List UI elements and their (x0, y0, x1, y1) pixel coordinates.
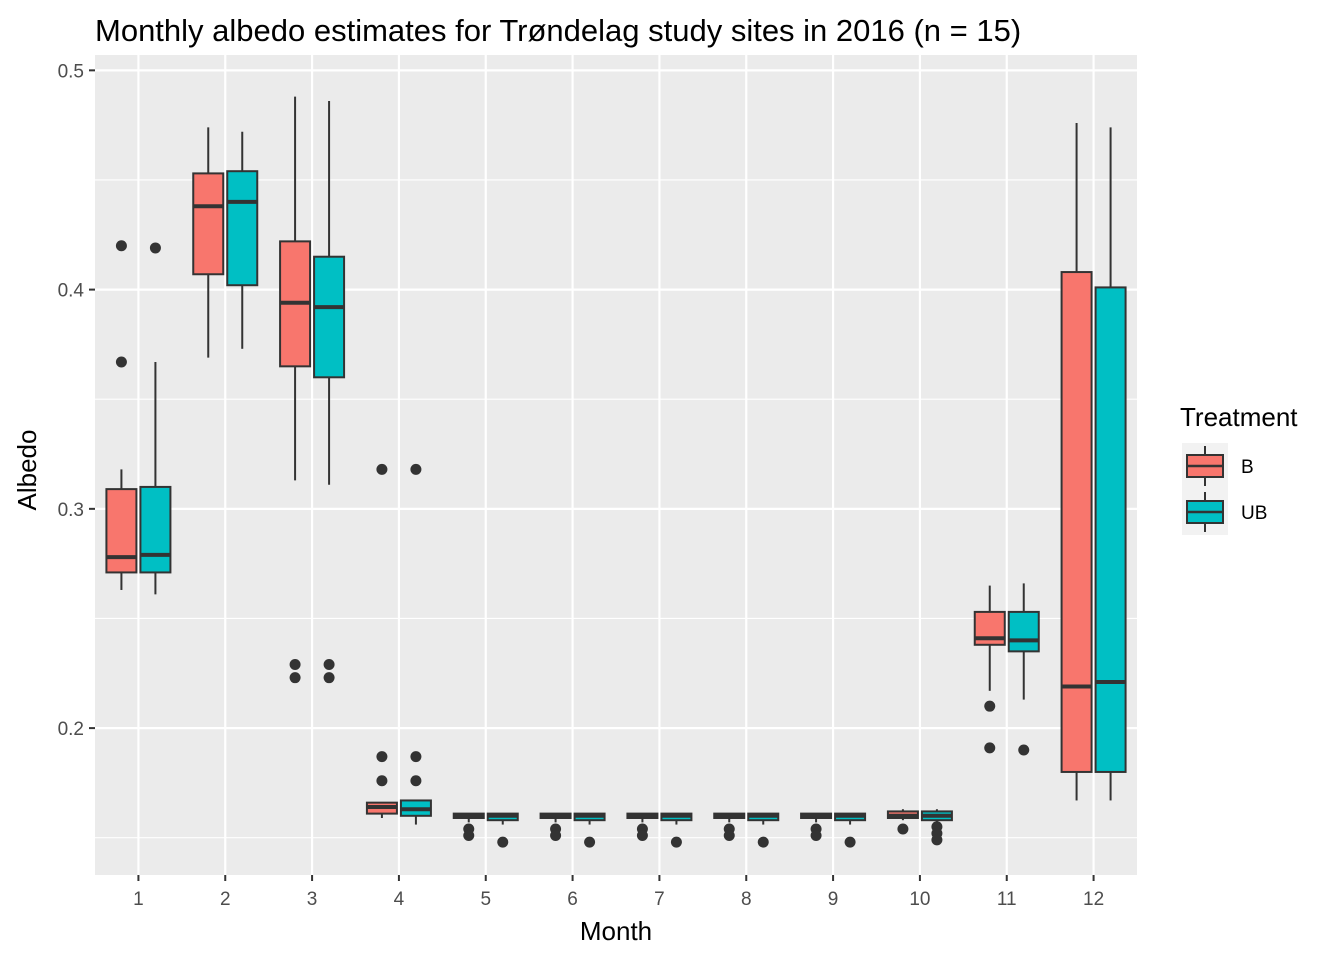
box-B-month-8 (713, 812, 746, 842)
x-tick-label: 1 (133, 889, 144, 910)
box-B-month-9 (800, 812, 833, 842)
x-tick-label: 7 (654, 889, 665, 910)
outlier-point (931, 834, 943, 846)
y-tick-label: 0.4 (58, 281, 85, 302)
legend-keys: B UB (1182, 443, 1267, 535)
outlier-point (984, 700, 996, 712)
box-iqr (313, 255, 346, 379)
box-layer (105, 96, 1127, 848)
legend-label-B: B (1241, 457, 1254, 478)
box-iqr (1060, 271, 1093, 773)
box-B-month-11 (973, 585, 1006, 754)
x-tick-label: 11 (997, 889, 1017, 910)
outlier-point (584, 836, 596, 848)
box-UB-month-9 (834, 812, 867, 848)
x-tick-label: 2 (220, 889, 231, 910)
outlier-point (376, 775, 388, 787)
y-tick-label: 0.2 (58, 719, 84, 740)
box-B-month-3 (279, 96, 312, 684)
outlier-point (149, 242, 161, 254)
outlier-point (410, 751, 422, 763)
box-B-month-2 (192, 127, 225, 358)
box-B-month-12 (1060, 122, 1093, 801)
box-UB-month-4 (399, 463, 432, 825)
outlier-point (410, 775, 422, 787)
box-B-month-6 (539, 812, 572, 842)
legend-label-UB: UB (1241, 503, 1267, 524)
x-tick-label: 9 (828, 889, 839, 910)
outlier-point (670, 836, 682, 848)
outlier-point (550, 830, 562, 842)
major-gridlines (95, 55, 1137, 875)
box-iqr (1094, 286, 1127, 773)
box-UB-month-6 (573, 812, 606, 848)
box-UB-month-1 (139, 242, 172, 595)
x-tick-label: 3 (307, 889, 318, 910)
plot-panel (95, 55, 1137, 875)
outlier-point (757, 836, 769, 848)
box-UB-month-7 (660, 812, 693, 848)
outlier-point (323, 672, 335, 684)
outlier-point (497, 836, 509, 848)
outlier-point (376, 751, 388, 763)
outlier-point (289, 659, 301, 671)
outlier-point (897, 823, 909, 835)
box-UB-month-2 (226, 131, 259, 349)
box-UB-month-3 (313, 101, 346, 684)
chart-title: Monthly albedo estimates for Trøndelag s… (95, 13, 1021, 48)
box-UB-month-11 (1007, 583, 1040, 756)
box-UB-month-5 (486, 812, 519, 848)
outlier-point (115, 240, 127, 252)
outlier-point (723, 830, 735, 842)
outlier-point (289, 672, 301, 684)
box-iqr (192, 172, 225, 276)
box-UB-month-10 (920, 809, 953, 846)
x-tick-label: 4 (394, 889, 405, 910)
box-UB-month-12 (1094, 127, 1127, 801)
outlier-point (844, 836, 856, 848)
box-B-month-10 (886, 809, 919, 835)
outlier-point (1018, 744, 1030, 756)
box-iqr (1007, 610, 1040, 653)
legend: Treatment B UB (1180, 402, 1298, 535)
legend-title: Treatment (1180, 402, 1298, 432)
outlier-point (636, 830, 648, 842)
outlier-point (410, 463, 422, 475)
minor-gridlines (95, 179, 1137, 839)
outlier-point (984, 742, 996, 754)
x-tick-label: 8 (741, 889, 752, 910)
outlier-point (323, 659, 335, 671)
box-iqr (105, 488, 138, 574)
y-tick-label: 0.5 (58, 61, 84, 82)
outlier-point (115, 356, 127, 368)
legend-key-B: B (1182, 443, 1254, 489)
x-tick-label: 12 (1083, 889, 1104, 910)
box-iqr (226, 170, 259, 287)
outlier-point (463, 830, 475, 842)
box-UB-month-8 (747, 812, 780, 848)
box-B-month-4 (365, 463, 398, 818)
legend-key-UB: UB (1182, 489, 1267, 535)
y-axis-title: Albedo (12, 430, 42, 511)
box-iqr (139, 485, 172, 574)
x-axis-title: Month (580, 916, 652, 946)
x-tick-label: 5 (480, 889, 491, 910)
y-tick-label: 0.3 (58, 500, 84, 521)
outlier-point (376, 463, 388, 475)
box-B-month-5 (452, 812, 485, 842)
x-tick-label: 10 (909, 889, 930, 910)
x-tick-label: 6 (567, 889, 578, 910)
y-axis: 0.2 0.3 0.4 0.5 (58, 61, 95, 740)
outlier-point (810, 830, 822, 842)
box-B-month-1 (105, 240, 138, 590)
x-axis: 1 2 3 4 5 6 7 8 9 10 11 12 (133, 875, 1104, 910)
box-B-month-7 (626, 812, 659, 842)
